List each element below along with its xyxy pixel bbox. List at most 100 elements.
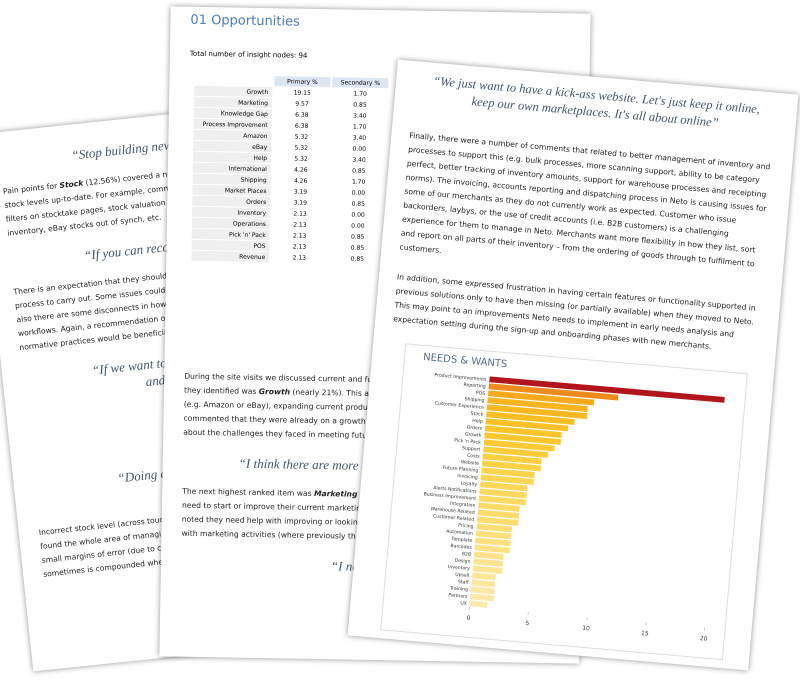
cell: 0.85	[350, 233, 365, 241]
row-label: Knowledge Gap	[193, 107, 272, 120]
bar	[476, 523, 513, 533]
row-label: Inventory	[192, 206, 271, 219]
y-tick-label: Stock	[470, 411, 484, 418]
y-tick-label: Inventory	[448, 564, 471, 572]
text: they identified was	[183, 385, 259, 396]
x-tick-label: 5	[525, 620, 530, 627]
cell: 9.57	[295, 100, 309, 108]
row-label: POS	[191, 239, 270, 252]
corner-cell	[194, 75, 272, 86]
y-tick-label: Automation	[446, 529, 473, 537]
cell: 2.13	[292, 243, 307, 251]
cell: 0.00	[352, 145, 366, 153]
y-tick-label: Training	[449, 585, 469, 593]
row-label: Marketing	[193, 96, 273, 109]
cell: 0.85	[352, 167, 366, 175]
y-tick-label: Future Planning	[442, 465, 478, 474]
row-label: Process Improvement	[193, 118, 272, 131]
y-tick-label: Reporting	[463, 382, 486, 390]
y-tick-label: Template	[450, 536, 473, 544]
row-label: eBay	[193, 140, 272, 153]
cell: 0.00	[351, 222, 365, 230]
cell: 3.40	[353, 112, 367, 120]
y-tick-label: Business Improvement	[423, 491, 476, 502]
y-tick-label: Customer Related	[433, 513, 475, 523]
y-tick-label: Support	[462, 445, 481, 453]
emphasis: Growth	[258, 386, 291, 397]
cell: 1.70	[352, 123, 367, 131]
y-tick-label: Integration	[450, 501, 476, 509]
chart: NEEDS & WANTS 0 5 10 15 20 Product Improvement…	[423, 352, 725, 643]
header-cell: Primary %	[274, 76, 331, 88]
x-tick-label: 0	[466, 615, 471, 622]
row-label: Help	[192, 151, 272, 164]
bar	[484, 425, 562, 438]
y-tick-label: Help	[472, 418, 483, 425]
y-tick-label: POS	[476, 390, 486, 397]
cell: 4.26	[294, 166, 308, 174]
y-tick-label: Upsell	[455, 572, 470, 579]
bar	[478, 495, 527, 506]
y-tick-label: Barcodes	[450, 543, 472, 551]
y-tick-label: Partners	[448, 592, 468, 600]
x-tick-label: 10	[582, 625, 590, 633]
bar	[489, 376, 725, 403]
cell: 3.40	[352, 156, 366, 164]
row-label: International	[192, 162, 271, 175]
y-tick-label: Orders	[466, 425, 483, 432]
y-tick-label: Alerts Notifications	[433, 485, 478, 495]
bar	[477, 509, 520, 519]
x-tick-label: 20	[700, 635, 708, 643]
text: The next highest ranked item was	[182, 486, 315, 498]
bar	[478, 502, 520, 512]
text: need to start or improve their current m…	[181, 500, 387, 514]
bar	[483, 439, 555, 452]
row-label: Orders	[192, 195, 271, 208]
bar	[486, 411, 575, 425]
bar	[486, 404, 588, 419]
table-row: Revenue 2.13 0.85	[191, 250, 385, 264]
bar	[473, 558, 504, 567]
bar	[481, 460, 542, 472]
cell: 5.32	[294, 133, 309, 141]
y-tick-label: Warehouse Related	[430, 506, 475, 516]
y-tick-label: Shipping	[464, 396, 485, 404]
cell: 3.40	[352, 134, 367, 142]
table: Primary % Secondary % Growth 19.15 1.70 Marke…	[189, 74, 390, 265]
document-page: “We just want to have a kick-ass website…	[347, 59, 799, 671]
bar	[469, 600, 488, 608]
row-label: Operations	[191, 217, 271, 230]
bar	[487, 397, 588, 412]
bar	[474, 544, 511, 554]
cell: 0.85	[353, 101, 367, 109]
cell: 5.32	[294, 144, 308, 152]
bar	[482, 453, 542, 465]
bar	[472, 572, 497, 581]
cell: 0.85	[350, 255, 365, 263]
bar	[480, 474, 535, 485]
bar	[470, 586, 495, 595]
cell: 6.38	[294, 122, 309, 130]
bar	[472, 565, 503, 574]
paragraph: Finally, there were a number of comments…	[399, 130, 771, 269]
y-tick-label: Website	[461, 459, 480, 467]
cell: 2.13	[292, 254, 307, 262]
row-label: Amazon	[193, 129, 272, 142]
cell: 5.32	[294, 155, 308, 163]
bar	[475, 530, 512, 540]
y-tick-label: Design	[454, 558, 470, 565]
bar	[481, 467, 535, 478]
y-tick-label: Costs	[467, 453, 481, 460]
cell: 0.85	[350, 244, 365, 252]
header-cell: Secondary %	[332, 77, 389, 89]
bar	[484, 432, 562, 445]
bar	[473, 551, 504, 560]
cell: 2.13	[292, 232, 307, 240]
emphasis: Marketing	[313, 488, 358, 499]
y-tick-label: Pricing	[458, 523, 474, 530]
bar	[475, 537, 511, 547]
cell: 0.00	[351, 211, 365, 219]
cell: 1.70	[353, 90, 367, 98]
y-tick-label: Pick 'n Pack	[454, 438, 482, 446]
